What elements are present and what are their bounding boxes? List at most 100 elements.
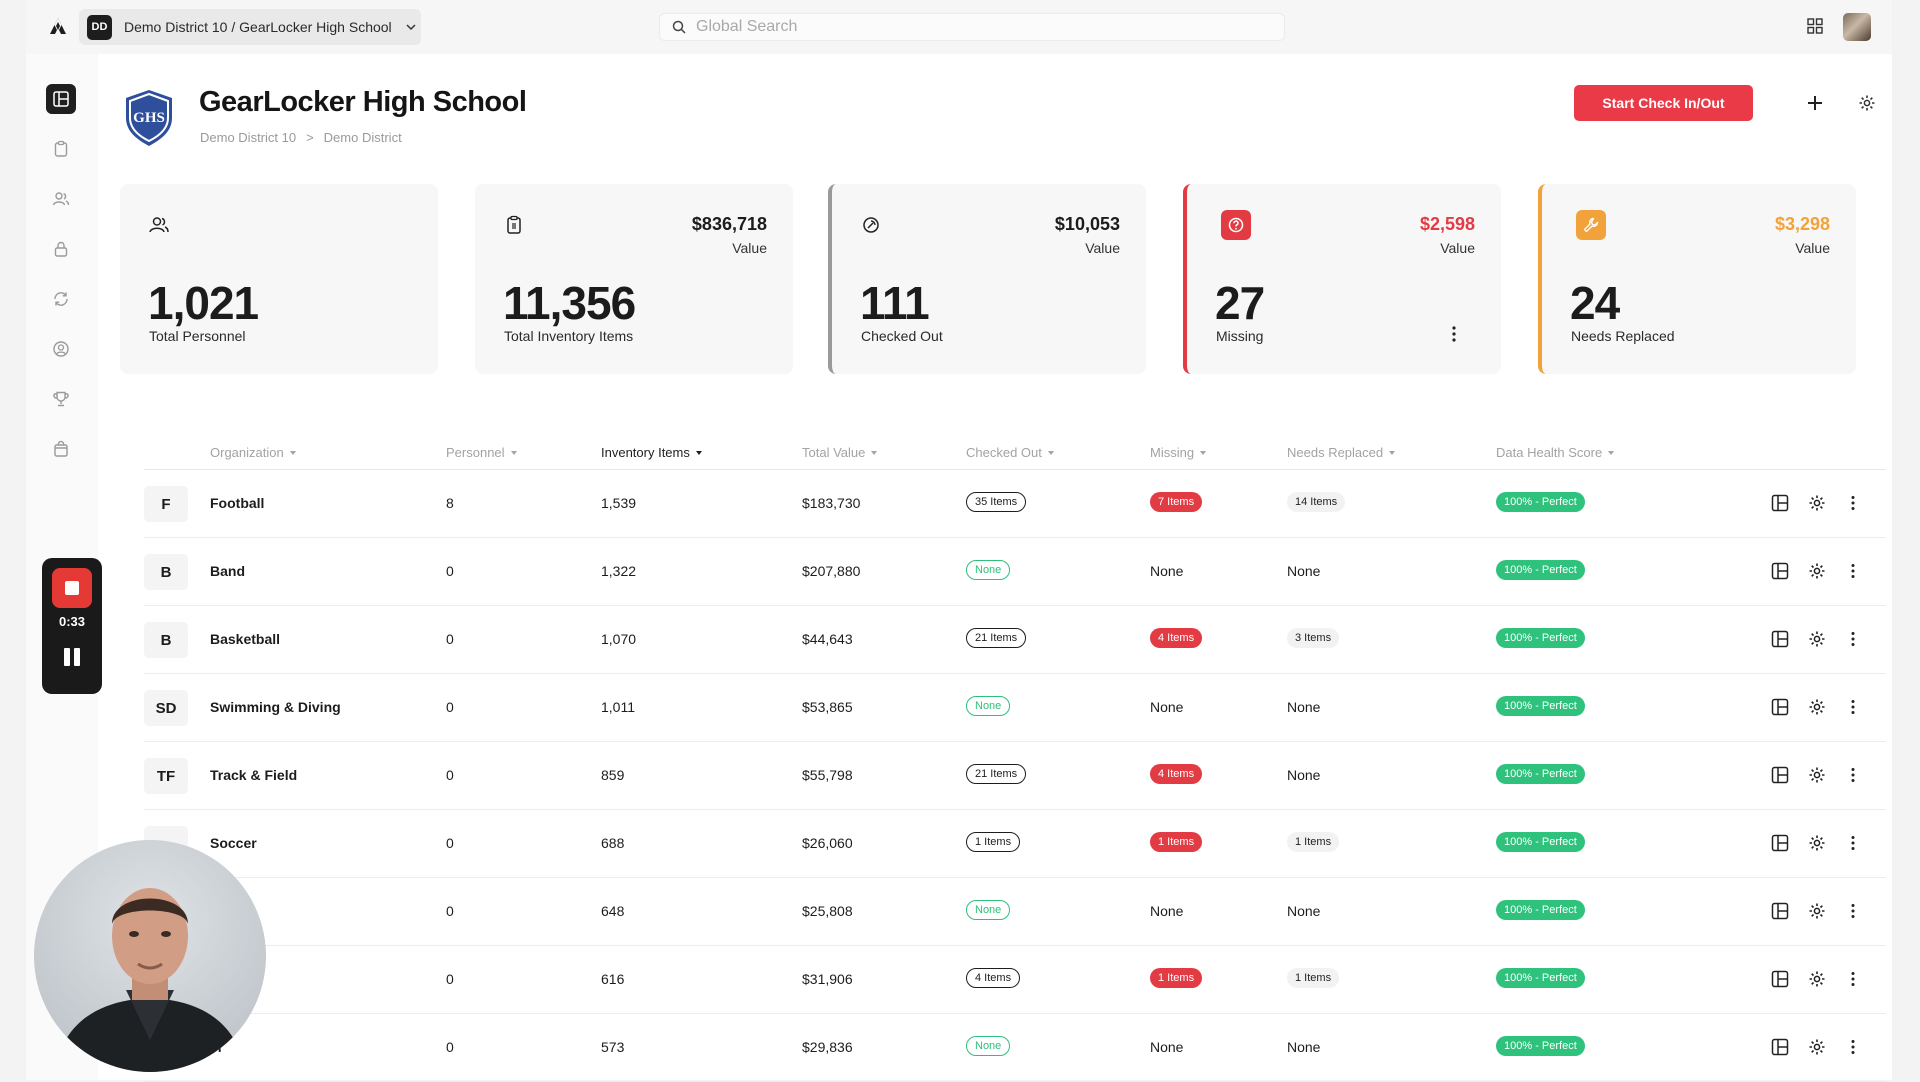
missing-badge[interactable]: 1 Items xyxy=(1150,968,1203,988)
more-vertical-icon[interactable] xyxy=(1844,1038,1862,1056)
column-header-total-value[interactable]: Total Value xyxy=(802,445,878,460)
dashboard-icon[interactable] xyxy=(1771,630,1789,648)
settings-gear-icon[interactable] xyxy=(1858,94,1876,112)
search-input[interactable] xyxy=(696,18,1256,36)
missing-badge[interactable]: 1 Items xyxy=(1150,832,1203,852)
settings-gear-icon[interactable] xyxy=(1808,698,1826,716)
org-name[interactable]: Soccer xyxy=(210,835,257,851)
org-name[interactable]: Football xyxy=(210,495,265,511)
needs-replaced-badge[interactable]: 14 Items xyxy=(1287,492,1346,512)
dashboard-icon[interactable] xyxy=(1771,766,1789,784)
dashboard-icon[interactable] xyxy=(1771,494,1789,512)
more-vertical-icon[interactable] xyxy=(1844,834,1862,852)
checked-out-badge[interactable]: 1 Items xyxy=(966,832,1021,852)
table-row[interactable]: F Football 8 1,539 $183,730 35 Items 7 I… xyxy=(144,470,1886,538)
sidebar-item-awards[interactable] xyxy=(48,386,74,412)
org-name[interactable]: Swimming & Diving xyxy=(210,699,341,715)
org-name[interactable]: Band xyxy=(210,563,245,579)
missing-badge[interactable]: 4 Items xyxy=(1150,628,1203,648)
dashboard-icon[interactable] xyxy=(1771,1038,1789,1056)
dashboard-icon[interactable] xyxy=(1771,698,1789,716)
apps-grid-icon[interactable] xyxy=(1806,17,1824,35)
add-icon[interactable] xyxy=(1804,92,1826,114)
settings-gear-icon[interactable] xyxy=(1808,834,1826,852)
sidebar-item-checkouts[interactable] xyxy=(48,286,74,312)
settings-gear-icon[interactable] xyxy=(1808,970,1826,988)
sidebar-item-personnel[interactable] xyxy=(48,186,74,212)
stat-card-needs-replaced[interactable]: $3,298 Value 24 Needs Replaced xyxy=(1538,184,1856,374)
settings-gear-icon[interactable] xyxy=(1808,766,1826,784)
stat-card-total-personnel[interactable]: 1,021 Total Personnel xyxy=(120,184,438,374)
stop-recording-button[interactable] xyxy=(52,568,92,608)
needs-replaced-badge[interactable]: 1 Items xyxy=(1287,832,1340,852)
column-header-inventory-items[interactable]: Inventory Items xyxy=(601,445,702,460)
dashboard-icon[interactable] xyxy=(1771,970,1789,988)
table-row[interactable]: B Band 0 1,322 $207,880 None None None 1… xyxy=(144,538,1886,606)
user-avatar[interactable] xyxy=(1843,13,1871,41)
settings-gear-icon[interactable] xyxy=(1808,562,1826,580)
checked-out-badge[interactable]: 35 Items xyxy=(966,492,1027,512)
total-value: $25,808 xyxy=(802,903,853,919)
more-vertical-icon[interactable] xyxy=(1844,630,1862,648)
table-row[interactable]: 0 648 $25,808 None None None 100% - Perf… xyxy=(144,878,1886,946)
sidebar-item-lockers[interactable] xyxy=(48,236,74,262)
checked-out-badge[interactable]: 21 Items xyxy=(966,764,1027,784)
org-name[interactable]: Basketball xyxy=(210,631,281,647)
needs-replaced-badge[interactable]: 1 Items xyxy=(1287,968,1340,988)
needs-replaced-badge[interactable]: 3 Items xyxy=(1287,628,1340,648)
pause-recording-button[interactable] xyxy=(63,648,81,668)
checked-out-badge[interactable]: None xyxy=(966,900,1011,920)
inventory-count: 688 xyxy=(601,835,625,851)
checked-out-badge[interactable]: None xyxy=(966,1036,1011,1056)
column-header-needs-replaced[interactable]: Needs Replaced xyxy=(1287,445,1396,460)
sidebar-item-dashboard[interactable] xyxy=(46,84,76,114)
table-row[interactable]: B Basketball 0 1,070 $44,643 21 Items 4 … xyxy=(144,606,1886,674)
app-logo-icon[interactable] xyxy=(46,15,70,39)
settings-gear-icon[interactable] xyxy=(1808,630,1826,648)
table-row[interactable]: SD Swimming & Diving 0 1,011 $53,865 Non… xyxy=(144,674,1886,742)
sidebar-item-store[interactable] xyxy=(48,436,74,462)
breadcrumb-district-link[interactable]: Demo District 10 xyxy=(200,130,297,145)
stat-card-checked-out[interactable]: $10,053 Value 111 Checked Out xyxy=(828,184,1146,374)
stat-card-missing[interactable]: $2,598 Value 27 Missing xyxy=(1183,184,1501,374)
more-vertical-icon[interactable] xyxy=(1451,324,1457,344)
district-selector[interactable]: DD Demo District 10 / GearLocker High Sc… xyxy=(79,9,421,45)
more-vertical-icon[interactable] xyxy=(1844,562,1862,580)
settings-gear-icon[interactable] xyxy=(1808,1038,1826,1056)
sidebar-item-profile[interactable] xyxy=(48,336,74,362)
table-row[interactable]: 0 616 $31,906 4 Items 1 Items 1 Items 10… xyxy=(144,946,1886,1014)
start-check-in-out-button[interactable]: Start Check In/Out xyxy=(1574,85,1753,121)
table-row[interactable]: TF Track & Field 0 859 $55,798 21 Items … xyxy=(144,742,1886,810)
table-row[interactable]: er 0 573 $29,836 None None None 100% - P… xyxy=(144,1014,1886,1082)
column-header-personnel[interactable]: Personnel xyxy=(446,445,517,460)
dashboard-icon[interactable] xyxy=(1771,834,1789,852)
column-header-missing[interactable]: Missing xyxy=(1150,445,1207,460)
checked-out-badge[interactable]: 21 Items xyxy=(966,628,1027,648)
settings-gear-icon[interactable] xyxy=(1808,902,1826,920)
org-name[interactable]: Track & Field xyxy=(210,767,298,783)
column-label: Personnel xyxy=(446,445,505,460)
stat-card-total-inventory[interactable]: $836,718 Value 11,356 Total Inventory It… xyxy=(475,184,793,374)
column-header-data-health-score[interactable]: Data Health Score xyxy=(1496,445,1615,460)
more-vertical-icon[interactable] xyxy=(1844,766,1862,784)
settings-gear-icon[interactable] xyxy=(1808,494,1826,512)
breadcrumb-parent-link[interactable]: Demo District xyxy=(323,130,402,145)
more-vertical-icon[interactable] xyxy=(1844,494,1862,512)
dashboard-icon[interactable] xyxy=(1771,902,1789,920)
checked-out-badge[interactable]: 4 Items xyxy=(966,968,1021,988)
missing-badge[interactable]: 4 Items xyxy=(1150,764,1203,784)
dashboard-icon[interactable] xyxy=(1771,562,1789,580)
more-vertical-icon[interactable] xyxy=(1844,902,1862,920)
more-vertical-icon[interactable] xyxy=(1844,698,1862,716)
checked-out-badge[interactable]: None xyxy=(966,560,1011,580)
column-header-checked-out[interactable]: Checked Out xyxy=(966,445,1054,460)
more-vertical-icon[interactable] xyxy=(1844,970,1862,988)
missing-badge[interactable]: 7 Items xyxy=(1150,492,1203,512)
checked-out-badge[interactable]: None xyxy=(966,696,1011,716)
column-label: Data Health Score xyxy=(1496,445,1603,460)
column-header-organization[interactable]: Organization xyxy=(210,445,296,460)
stat-number: 1,021 xyxy=(148,277,259,329)
sidebar-item-inventory[interactable] xyxy=(48,136,74,162)
global-search[interactable] xyxy=(659,13,1285,41)
table-row[interactable]: Soccer 0 688 $26,060 1 Items 1 Items 1 I… xyxy=(144,810,1886,878)
